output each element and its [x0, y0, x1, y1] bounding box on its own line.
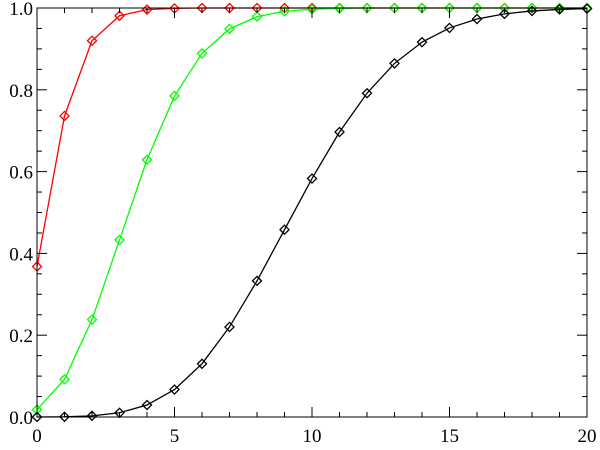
y-tick-label: 0.6 [9, 163, 33, 184]
plot-frame [36, 7, 588, 418]
data-point-marker [224, 23, 235, 35]
data-point-marker [31, 411, 43, 423]
x-tick-label: 0 [32, 426, 42, 447]
data-point-marker [86, 410, 98, 422]
y-tick-label: 0.4 [9, 244, 33, 265]
data-point-marker [114, 10, 125, 22]
x-tick-label: 5 [170, 426, 180, 447]
data-point-marker [334, 126, 345, 138]
series-1 [31, 2, 593, 416]
data-point-marker [279, 224, 290, 236]
data-point-marker [59, 110, 70, 122]
data-point-marker [169, 384, 180, 395]
ticks [36, 7, 588, 418]
series-layer [31, 2, 593, 423]
data-point-marker [224, 321, 235, 333]
series-line [36, 7, 587, 267]
data-point-marker [59, 411, 70, 423]
data-point-marker [141, 154, 153, 166]
data-point-marker [196, 358, 208, 370]
x-tick-label: 15 [440, 426, 459, 447]
data-point-marker [416, 36, 428, 48]
x-tick-label: 10 [303, 426, 322, 447]
data-point-marker [251, 11, 263, 23]
data-point-marker [114, 234, 125, 246]
data-point-marker [141, 399, 153, 411]
data-point-marker [196, 47, 208, 59]
series-line [36, 7, 587, 411]
series-line [36, 8, 588, 418]
data-point-marker [526, 5, 538, 17]
data-point-marker [59, 373, 70, 385]
data-point-marker [361, 87, 373, 99]
y-tick-label: 1.0 [9, 0, 33, 20]
tick-labels: 0 5 10 15 20 0.0 0.2 0.4 0.6 0.8 1.0 [9, 0, 596, 447]
series-0 [31, 2, 593, 272]
data-point-marker [499, 8, 510, 20]
data-point-marker [279, 5, 290, 17]
data-point-marker [86, 314, 98, 326]
data-point-marker [86, 35, 98, 47]
y-tick-label: 0.8 [9, 81, 33, 102]
data-point-marker [389, 58, 400, 69]
series-2 [31, 3, 593, 423]
data-point-marker [169, 90, 180, 102]
x-tick-label: 20 [578, 426, 597, 447]
data-point-marker [306, 173, 318, 184]
y-tick-label: 0.2 [9, 326, 33, 347]
data-point-marker [444, 22, 455, 34]
data-point-marker [251, 275, 263, 287]
data-point-marker [471, 13, 483, 25]
y-tick-label: 0.0 [9, 408, 33, 429]
